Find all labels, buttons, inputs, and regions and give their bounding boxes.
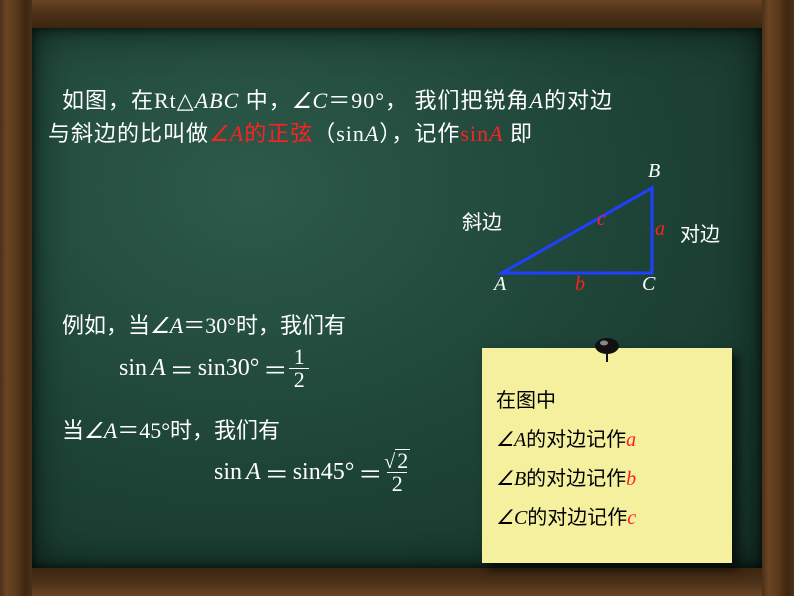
angle: ∠ bbox=[496, 429, 514, 451]
eq: ＝ bbox=[265, 455, 289, 490]
sin30: sin30° bbox=[198, 355, 260, 382]
side: c bbox=[627, 507, 636, 529]
text: 如图，在Rt bbox=[62, 88, 177, 113]
frame-top bbox=[0, 0, 794, 28]
text: 的对边记作 bbox=[527, 507, 627, 529]
eq: ＝ bbox=[170, 351, 194, 386]
var: B bbox=[514, 468, 526, 490]
side-b-label: b bbox=[575, 273, 585, 296]
frame-bottom bbox=[0, 568, 794, 596]
formula-sin30: sinA＝sin30°＝ 1 2 bbox=[117, 346, 309, 391]
hl-a: A bbox=[489, 121, 503, 146]
hl-sin: sin bbox=[460, 121, 489, 146]
note-row-2: ∠C的对边记作c bbox=[496, 501, 718, 530]
definition-line-2: 与斜边的比叫做∠A的正弦（sinA），记作sinA 即 bbox=[48, 116, 732, 148]
text: ＝90°， 我们把锐角 bbox=[328, 88, 529, 113]
frame-right bbox=[762, 0, 794, 596]
denominator: 2 bbox=[387, 472, 407, 495]
text: 的对边记作 bbox=[526, 468, 626, 490]
text: 的对边 bbox=[544, 88, 613, 113]
triangle-shape bbox=[502, 188, 652, 273]
text: ＝45°时，我们有 bbox=[117, 418, 280, 443]
var-a: A bbox=[151, 355, 166, 382]
vertex-c-label: C bbox=[642, 273, 655, 296]
vertex-b-label: B bbox=[648, 160, 660, 183]
numerator: 2 bbox=[384, 450, 410, 472]
vertex-a-label: A bbox=[494, 273, 506, 296]
triangle-svg bbox=[492, 178, 662, 283]
formula-sin45: sinA＝sin45°＝ 2 2 bbox=[212, 450, 410, 495]
note-row-1: ∠B的对边记作b bbox=[496, 462, 718, 491]
wood-frame: 如图，在Rt△ABC 中，∠C＝90°， 我们把锐角A的对边 与斜边的比叫做∠A… bbox=[0, 0, 794, 596]
side-c-label: c bbox=[597, 208, 606, 231]
sin45: sin45° bbox=[293, 459, 355, 486]
text: 的对边记作 bbox=[526, 429, 626, 451]
text: 即 bbox=[504, 121, 534, 146]
triangle-diagram: B A C a b c 斜边 对边 bbox=[462, 158, 722, 298]
hl-a: A bbox=[230, 121, 244, 146]
fraction: 1 2 bbox=[289, 346, 309, 391]
radicand: 2 bbox=[395, 449, 410, 472]
chalkboard: 如图，在Rt△ABC 中，∠C＝90°， 我们把锐角A的对边 与斜边的比叫做∠A… bbox=[32, 28, 762, 568]
triangle-symbol: △ bbox=[177, 88, 195, 113]
denominator: 2 bbox=[289, 368, 309, 391]
var-a: A bbox=[170, 313, 183, 338]
content-area: 如图，在Rt△ABC 中，∠C＝90°， 我们把锐角A的对边 与斜边的比叫做∠A… bbox=[32, 28, 762, 568]
text: 例如，当 bbox=[62, 313, 150, 338]
var-a: A bbox=[246, 459, 261, 486]
var: A bbox=[514, 429, 526, 451]
opposite-label: 对边 bbox=[680, 218, 720, 247]
side-a-label: a bbox=[655, 218, 665, 241]
text: 中， bbox=[239, 88, 292, 113]
var-a: A bbox=[530, 88, 544, 113]
pushpin-icon bbox=[590, 334, 624, 362]
fraction: 2 2 bbox=[384, 450, 410, 495]
angle: ∠ bbox=[496, 507, 514, 529]
angle: ∠ bbox=[150, 313, 170, 338]
frame-left bbox=[0, 0, 32, 596]
eq: ＝ bbox=[358, 455, 382, 490]
sin: sin bbox=[214, 459, 242, 486]
var: C bbox=[514, 507, 527, 529]
var-c: C bbox=[313, 88, 329, 113]
text: ＝30°时，我们有 bbox=[183, 313, 346, 338]
angle-symbol: ∠ bbox=[292, 88, 313, 113]
hl-angle: ∠ bbox=[209, 121, 230, 146]
note-title: 在图中 bbox=[496, 384, 718, 413]
sin: sin bbox=[119, 355, 147, 382]
text: ） bbox=[379, 121, 391, 146]
angle: ∠ bbox=[496, 468, 514, 490]
side: a bbox=[626, 429, 636, 451]
var-a: A bbox=[104, 418, 117, 443]
hypotenuse-label: 斜边 bbox=[462, 206, 502, 235]
sticky-note: 在图中 ∠A的对边记作a ∠B的对边记作b ∠C的对边记作c bbox=[482, 348, 732, 563]
note-row-0: ∠A的对边记作a bbox=[496, 423, 718, 452]
side: b bbox=[626, 468, 636, 490]
eq: ＝ bbox=[263, 351, 287, 386]
text: 当 bbox=[62, 418, 84, 443]
example-2-text: 当∠A＝45°时，我们有 bbox=[62, 413, 280, 445]
numerator: 1 bbox=[294, 346, 305, 368]
angle: ∠ bbox=[84, 418, 104, 443]
text: 与斜边的比叫做 bbox=[48, 121, 209, 146]
abc: ABC bbox=[195, 88, 240, 113]
example-1-text: 例如，当∠A＝30°时，我们有 bbox=[62, 308, 346, 340]
hl-text: 的正弦 bbox=[244, 121, 313, 146]
text: ，记作 bbox=[391, 121, 460, 146]
var-a: A bbox=[365, 121, 379, 146]
sqrt: 2 bbox=[384, 450, 410, 472]
text: （sin bbox=[313, 121, 365, 146]
definition-line-1: 如图，在Rt△ABC 中，∠C＝90°， 我们把锐角A的对边 bbox=[62, 83, 732, 115]
